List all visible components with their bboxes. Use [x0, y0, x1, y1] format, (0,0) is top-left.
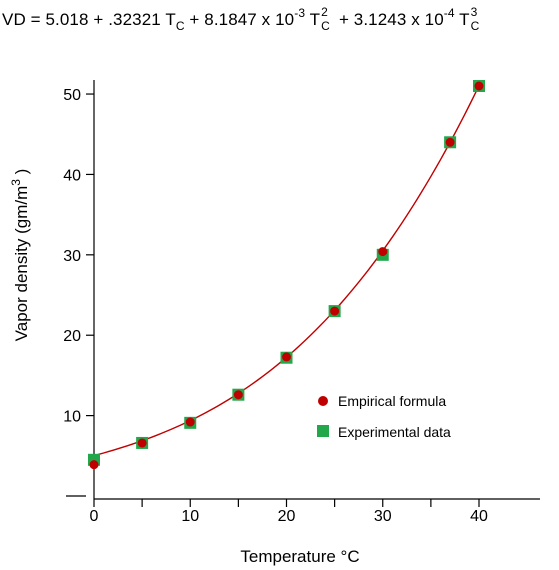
- formula-text: VD = 5.018 + .32321 TC + 8.1847 x 10-3 T…: [2, 5, 480, 33]
- y-tick-label: 40: [63, 167, 81, 184]
- x-tick-label: 10: [181, 508, 199, 525]
- legend-marker-empirical: [318, 396, 328, 406]
- y-tick-label: 20: [63, 328, 81, 345]
- empirical-formula-point: [185, 417, 195, 427]
- empirical-formula-point: [378, 247, 388, 257]
- data-points: [88, 80, 485, 470]
- x-axis-label: Temperature °C: [240, 547, 359, 566]
- legend-label-experimental: Experimental data: [338, 424, 451, 440]
- x-ticks: 0 10 20 30 40: [90, 499, 488, 525]
- x-tick-label: 0: [90, 508, 99, 525]
- legend-label-empirical: Empirical formula: [338, 393, 446, 409]
- empirical-formula-point: [330, 306, 340, 316]
- y-ticks: 10 20 30 40 50: [63, 87, 94, 426]
- y-tick-label: 10: [63, 409, 81, 426]
- x-tick-label: 40: [470, 508, 488, 525]
- empirical-formula-point: [137, 438, 147, 448]
- empirical-formula-point: [233, 390, 243, 400]
- empirical-formula-point: [474, 81, 484, 91]
- axes: [66, 80, 540, 500]
- x-tick-label: 30: [374, 508, 392, 525]
- y-tick-label: 30: [63, 248, 81, 265]
- empirical-formula-point: [445, 137, 455, 147]
- x-tick-label: 20: [278, 508, 296, 525]
- y-axis-label: Vapor density (gm/m3 ): [9, 169, 31, 342]
- empirical-formula-point: [89, 460, 99, 470]
- legend: Empirical formula Experimental data: [317, 393, 451, 440]
- empirical-formula-point: [282, 352, 291, 362]
- legend-marker-experimental: [317, 425, 329, 437]
- y-tick-label: 50: [63, 87, 81, 104]
